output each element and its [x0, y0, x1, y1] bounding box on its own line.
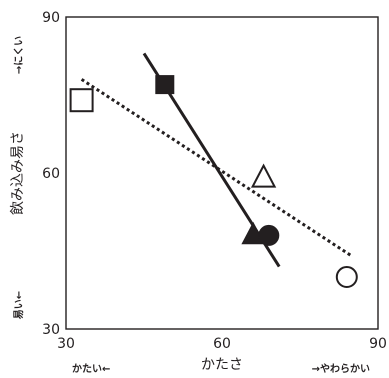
filled-circle-marker — [258, 224, 280, 246]
y-hint-high: →にくい — [13, 36, 25, 74]
x-hint-high: →やわらかい — [312, 363, 370, 375]
data-points — [69, 75, 358, 288]
x-axis-label: かたさ — [201, 357, 243, 373]
y-hint-low: 易い← — [13, 291, 25, 319]
filled-square-marker — [155, 75, 175, 95]
open-circle-marker — [335, 266, 358, 288]
plot-frame — [65, 16, 379, 330]
open-square-marker — [69, 88, 94, 113]
x-tick-label: 60 — [213, 336, 231, 352]
open-triangle-marker — [250, 163, 277, 188]
y-tick-label: 90 — [42, 10, 60, 26]
y-axis-label: 飲み込み易さ — [10, 131, 26, 215]
y-tick-label: 30 — [42, 322, 60, 338]
x-tick-label: 90 — [369, 336, 387, 352]
y-tick-label: 60 — [42, 166, 60, 182]
x-hint-low: かたい← — [72, 363, 110, 375]
trend-lines — [80, 52, 353, 268]
x-tick-label: 30 — [57, 336, 75, 352]
